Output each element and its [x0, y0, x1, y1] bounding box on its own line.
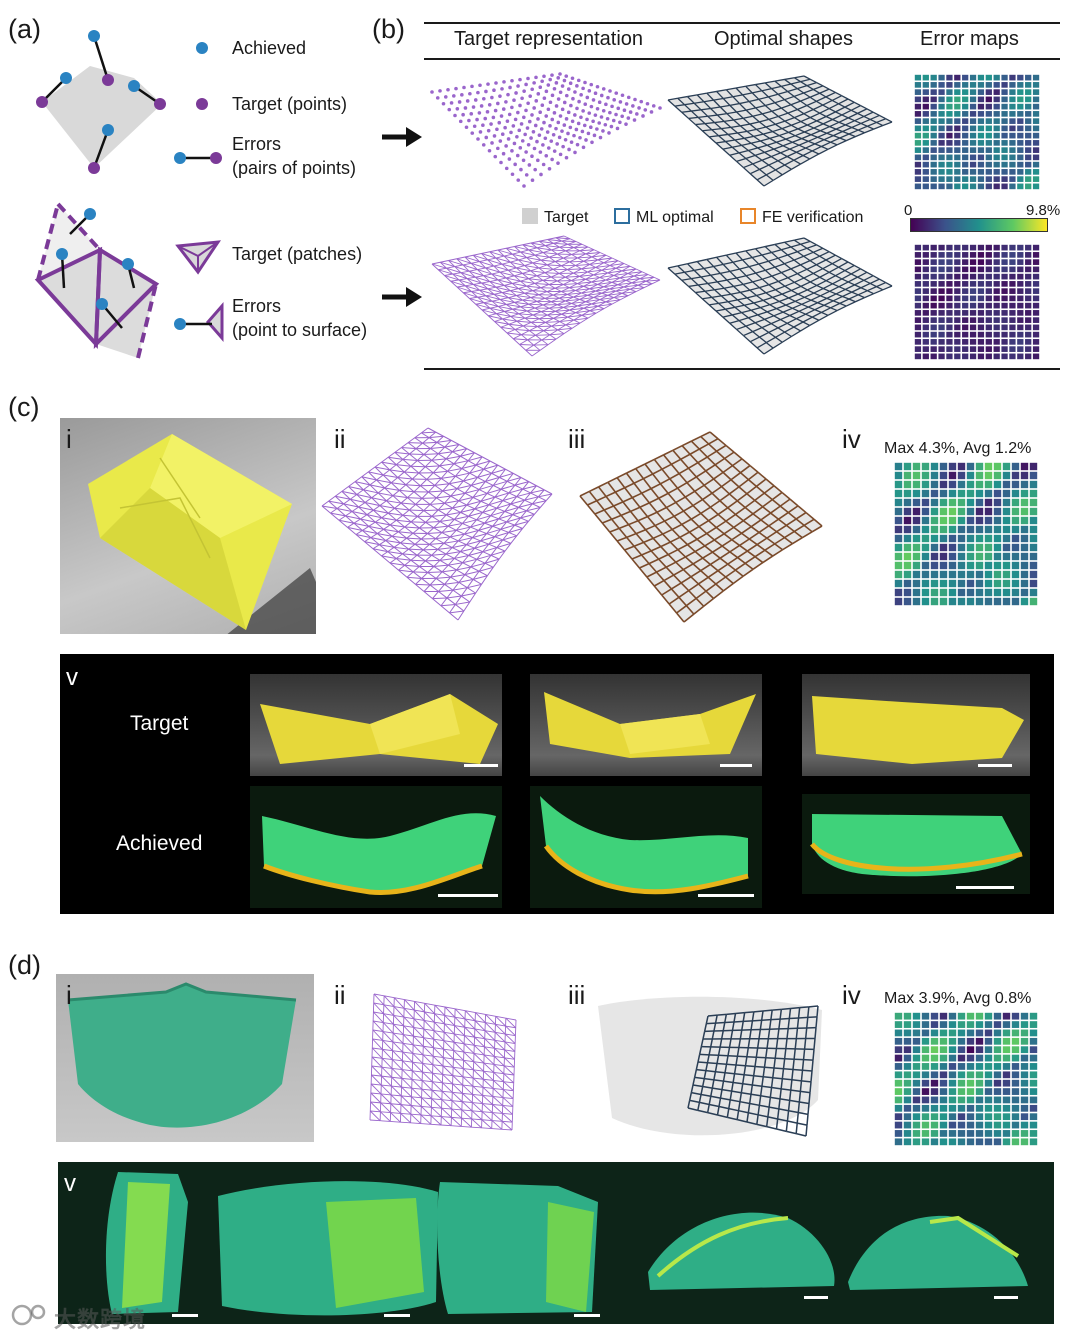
target-photo-2	[530, 674, 762, 776]
scale-bar	[574, 1314, 600, 1317]
panel-c-iii-label: iii	[568, 424, 586, 454]
yellow-sheet-shape	[812, 696, 1024, 764]
scale-bar	[994, 1296, 1018, 1299]
panel-c-label: (c)	[8, 392, 40, 422]
green-sheet-shape	[262, 813, 496, 896]
panel-d-v-photos: v	[58, 1162, 1054, 1324]
optimal-shape-bottom	[667, 237, 893, 355]
panel-c-i-label: i	[66, 424, 72, 454]
legend-ml-optimal: ML optimal	[614, 208, 714, 227]
mesh-reconstruction-c	[321, 427, 553, 621]
scale-bar	[978, 764, 1012, 767]
face-mask-photos	[105, 1172, 1028, 1316]
colorbar	[910, 218, 1048, 232]
row-label-achieved: Achieved	[116, 832, 203, 855]
target-patch-legend-icon	[175, 240, 222, 275]
panel-d-i-label: i	[66, 980, 72, 1010]
target-swatch	[522, 208, 538, 224]
achieved-photo-2	[530, 786, 762, 908]
arrow-right-icon	[382, 127, 422, 147]
green-sheet-shape	[540, 796, 749, 895]
error-map-c	[894, 462, 1038, 606]
error-pair-legend-icon	[174, 152, 222, 164]
error-stats-d: Max 3.9%, Avg 0.8%	[884, 990, 1032, 1007]
optimal-shape-c	[579, 431, 823, 623]
arrow-right-icon	[382, 287, 422, 307]
legend-target: Target	[522, 208, 588, 227]
target-mesh-surface	[431, 235, 661, 357]
row-label-target: Target	[130, 712, 189, 735]
panel-c-ii-label: ii	[334, 424, 346, 454]
achieved-photo-1	[250, 786, 502, 908]
panel-d-iii-label: iii	[568, 980, 586, 1010]
scale-bar	[172, 1314, 198, 1317]
panel-c-iv-label: iv	[842, 424, 861, 454]
error-stats-c: Max 4.3%, Avg 1.2%	[884, 440, 1032, 457]
legend-errors-pairs-1: Errors	[232, 134, 281, 154]
panel-c-v-label: v	[66, 664, 78, 691]
panel-a-label: (a)	[8, 14, 41, 44]
legend-target-points: Target (points)	[232, 94, 348, 114]
panel-b-bottom-rule	[424, 368, 1060, 370]
face-mask-photo	[56, 974, 314, 1142]
fe-verification-swatch	[740, 208, 756, 224]
panel-b-label: (b)	[372, 14, 405, 44]
panel-d-v-label: v	[64, 1170, 76, 1197]
achieved-legend-icon	[196, 42, 208, 54]
green-sheet-shape	[810, 814, 1023, 877]
panel-b-header-rule	[424, 58, 1060, 60]
scale-bar	[438, 894, 498, 897]
panel-c-v-photos: v Target Achieved	[60, 654, 1054, 914]
panel-d-label: (d)	[8, 950, 41, 980]
column-header-optimal: Optimal shapes	[714, 28, 853, 50]
scale-bar	[698, 894, 754, 897]
optimal-shape-top	[667, 75, 893, 187]
mesh-reconstruction-d	[369, 993, 517, 1131]
face-mask-shape	[67, 982, 297, 1128]
legend-errors-surface-1: Errors	[232, 296, 281, 316]
legend-errors-surface-2: (point to surface)	[232, 320, 368, 340]
legend-achieved: Achieved	[232, 38, 307, 58]
achieved-photo-3	[802, 794, 1030, 894]
colorbar-min: 0	[904, 202, 913, 219]
error-map-top	[914, 74, 1040, 190]
colorbar-max: 9.8%	[1026, 202, 1061, 219]
target-point-legend-icon	[196, 98, 208, 110]
panel-d-iv-label: iv	[842, 980, 861, 1010]
error-surface-legend-icon	[174, 302, 224, 342]
ml-optimal-swatch	[614, 208, 630, 224]
target-point-cloud	[430, 72, 662, 188]
optimal-shape-d-drawing	[598, 996, 822, 1137]
error-map-d	[894, 1012, 1038, 1146]
column-header-error: Error maps	[920, 28, 1019, 50]
scale-bar	[464, 764, 498, 767]
target-photo-3	[802, 674, 1030, 776]
panel-a-diagram-patches	[34, 202, 160, 359]
panel-a-diagram-points	[36, 30, 166, 174]
crumpled-paper-shape	[88, 434, 316, 634]
column-header-target: Target representation	[454, 28, 644, 50]
yellow-sheet-shape	[544, 692, 756, 758]
scale-bar	[956, 886, 1014, 889]
panel-b-top-rule	[424, 22, 1060, 24]
optimal-shape-d	[592, 990, 830, 1142]
panel-d-ii-label: ii	[334, 980, 346, 1010]
watermark: 大数跨境	[54, 1307, 147, 1332]
yellow-sheet-shape	[260, 694, 498, 764]
error-map-bottom	[914, 244, 1040, 360]
scale-bar	[804, 1296, 828, 1299]
watermark-logo-icon	[11, 1304, 46, 1326]
crumpled-paper-photo	[60, 418, 316, 634]
legend-fe-verification: FE verification	[740, 208, 863, 227]
scale-bar	[720, 764, 752, 767]
target-photo-1	[250, 674, 502, 776]
legend-errors-pairs-2: (pairs of points)	[232, 158, 357, 178]
scale-bar	[384, 1314, 410, 1317]
legend-target-patches: Target (patches)	[232, 244, 363, 264]
